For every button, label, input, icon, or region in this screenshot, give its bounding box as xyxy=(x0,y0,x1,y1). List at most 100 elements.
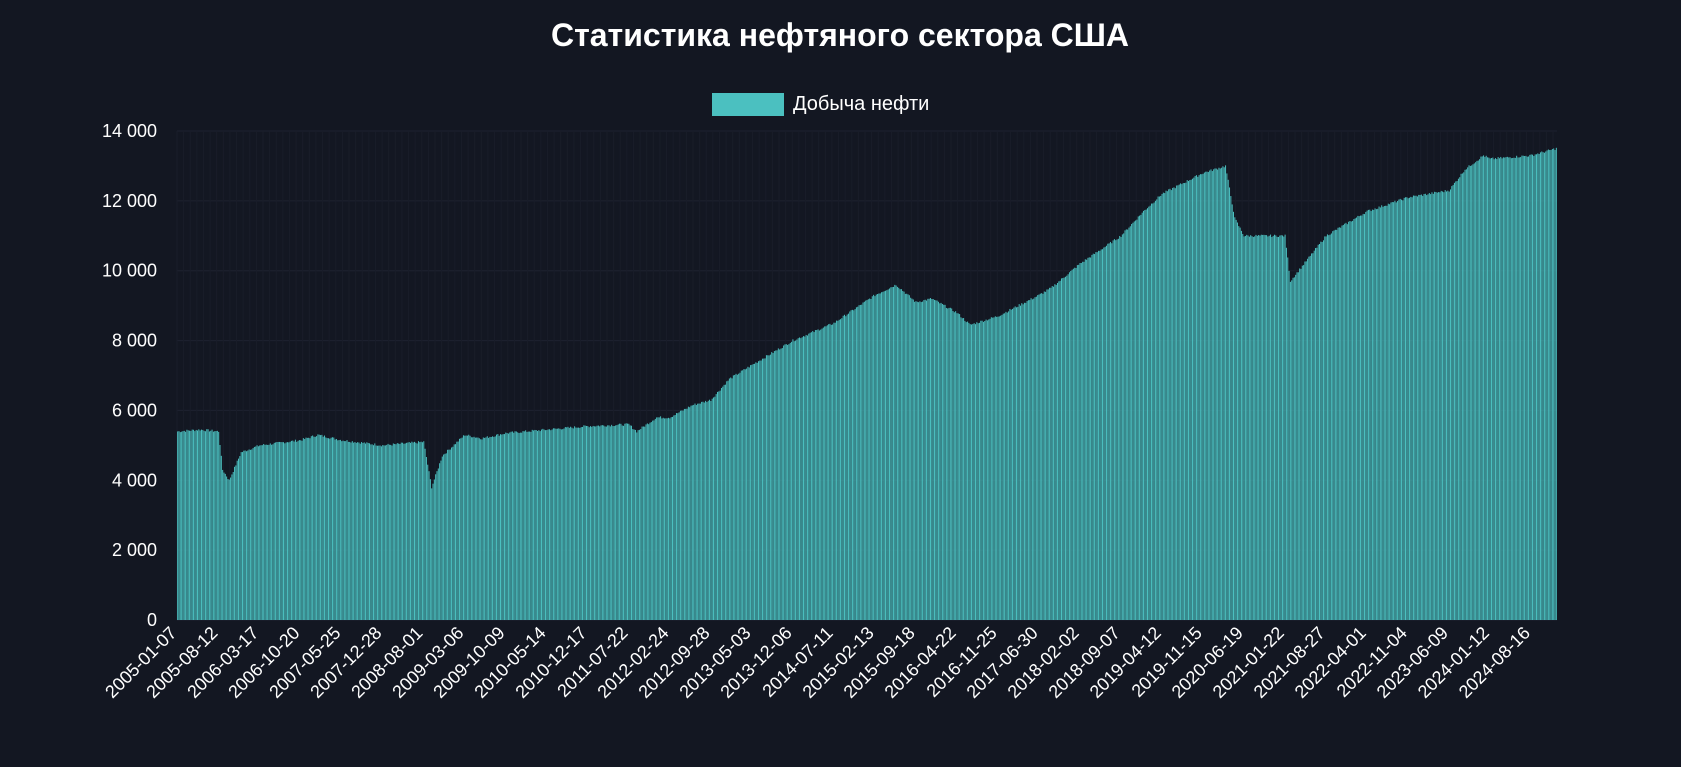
bar[interactable] xyxy=(888,288,890,620)
bar[interactable] xyxy=(1083,261,1085,620)
bar[interactable] xyxy=(1366,210,1368,620)
bar[interactable] xyxy=(910,297,912,620)
bar[interactable] xyxy=(873,294,875,620)
bar[interactable] xyxy=(1242,233,1244,620)
bar[interactable] xyxy=(1307,258,1309,620)
bar[interactable] xyxy=(1164,193,1166,620)
bar[interactable] xyxy=(989,318,991,620)
bar[interactable] xyxy=(494,436,496,620)
bar[interactable] xyxy=(1319,244,1320,620)
bar[interactable] xyxy=(276,442,278,620)
bar[interactable] xyxy=(720,387,722,620)
bar[interactable] xyxy=(510,431,512,620)
bar[interactable] xyxy=(502,434,504,620)
bar[interactable] xyxy=(1502,157,1504,620)
bar[interactable] xyxy=(211,429,213,620)
bar[interactable] xyxy=(765,355,767,620)
bar[interactable] xyxy=(1067,274,1069,620)
bar[interactable] xyxy=(290,440,292,620)
bar[interactable] xyxy=(551,429,553,620)
bar[interactable] xyxy=(1068,272,1070,620)
bar[interactable] xyxy=(1172,187,1174,620)
bar[interactable] xyxy=(1029,300,1031,620)
bar[interactable] xyxy=(1230,196,1232,621)
bar[interactable] xyxy=(1534,154,1536,620)
bar[interactable] xyxy=(649,422,651,620)
bar[interactable] xyxy=(309,438,311,620)
bar[interactable] xyxy=(764,358,766,620)
bar[interactable] xyxy=(263,444,265,620)
bar[interactable] xyxy=(758,361,760,620)
bar[interactable] xyxy=(787,344,789,620)
bar[interactable] xyxy=(1076,265,1078,620)
bar[interactable] xyxy=(1026,301,1028,620)
bar[interactable] xyxy=(388,444,390,620)
bar[interactable] xyxy=(1225,165,1227,620)
bar[interactable] xyxy=(408,442,410,620)
bar[interactable] xyxy=(960,317,962,620)
bar[interactable] xyxy=(1267,236,1269,620)
bar[interactable] xyxy=(306,437,308,620)
bar[interactable] xyxy=(541,429,543,620)
bar[interactable] xyxy=(1191,178,1193,621)
bar[interactable] xyxy=(472,437,474,620)
bar[interactable] xyxy=(1320,241,1322,620)
bar[interactable] xyxy=(600,425,602,620)
bar[interactable] xyxy=(869,298,871,620)
bar[interactable] xyxy=(1448,191,1450,620)
bar[interactable] xyxy=(697,403,699,620)
bar[interactable] xyxy=(578,427,580,620)
bar[interactable] xyxy=(1487,157,1489,620)
bar[interactable] xyxy=(808,333,810,620)
bar[interactable] xyxy=(1436,192,1438,620)
bar[interactable] xyxy=(1116,239,1118,620)
bar[interactable] xyxy=(1082,261,1084,620)
bar[interactable] xyxy=(1051,286,1053,620)
bar[interactable] xyxy=(279,441,281,620)
bar[interactable] xyxy=(986,320,988,620)
bar[interactable] xyxy=(526,431,528,620)
bar[interactable] xyxy=(603,425,605,620)
bar[interactable] xyxy=(1554,150,1556,620)
bar[interactable] xyxy=(1001,314,1003,620)
bar[interactable] xyxy=(1115,240,1117,620)
bar[interactable] xyxy=(1427,194,1429,620)
bar[interactable] xyxy=(362,442,364,620)
bar[interactable] xyxy=(503,434,505,620)
bar[interactable] xyxy=(587,426,589,620)
legend-swatch[interactable] xyxy=(712,93,784,116)
bar[interactable] xyxy=(403,443,405,620)
bar[interactable] xyxy=(1211,171,1213,621)
bar[interactable] xyxy=(1190,179,1192,621)
bar[interactable] xyxy=(1129,226,1131,621)
bar[interactable] xyxy=(912,299,914,621)
bar[interactable] xyxy=(1383,205,1385,621)
bar[interactable] xyxy=(1170,190,1172,620)
bar[interactable] xyxy=(1271,236,1273,620)
bar[interactable] xyxy=(1292,277,1294,620)
bar[interactable] xyxy=(608,425,610,620)
bar[interactable] xyxy=(461,437,463,620)
bar[interactable] xyxy=(1088,257,1090,620)
bar[interactable] xyxy=(1072,268,1074,620)
bar[interactable] xyxy=(293,441,295,620)
bar[interactable] xyxy=(728,378,730,621)
bar[interactable] xyxy=(416,443,418,620)
bar[interactable] xyxy=(564,427,566,620)
bar[interactable] xyxy=(914,301,916,620)
bar[interactable] xyxy=(996,316,998,620)
bar[interactable] xyxy=(1150,203,1152,620)
bar[interactable] xyxy=(398,443,400,620)
bar[interactable] xyxy=(894,284,896,620)
bar[interactable] xyxy=(284,443,286,620)
bar[interactable] xyxy=(1246,234,1248,620)
bar[interactable] xyxy=(288,442,290,620)
bar[interactable] xyxy=(1010,309,1012,620)
bar[interactable] xyxy=(570,426,572,620)
bar[interactable] xyxy=(994,316,996,620)
bar[interactable] xyxy=(523,431,525,620)
bar[interactable] xyxy=(709,399,711,620)
bar[interactable] xyxy=(589,426,591,620)
bar[interactable] xyxy=(1481,156,1483,620)
bar[interactable] xyxy=(1169,188,1171,621)
